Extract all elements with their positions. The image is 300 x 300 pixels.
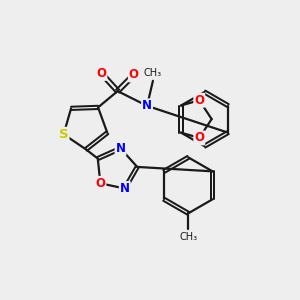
Text: O: O: [95, 177, 105, 190]
Text: N: N: [142, 99, 152, 112]
Text: CH₃: CH₃: [179, 232, 197, 242]
Text: N: N: [116, 142, 125, 155]
Text: CH₃: CH₃: [144, 68, 162, 78]
Text: O: O: [96, 67, 106, 80]
Text: N: N: [120, 182, 130, 195]
Text: O: O: [194, 94, 204, 107]
Text: O: O: [129, 68, 139, 81]
Text: O: O: [194, 131, 204, 144]
Text: S: S: [59, 128, 68, 141]
